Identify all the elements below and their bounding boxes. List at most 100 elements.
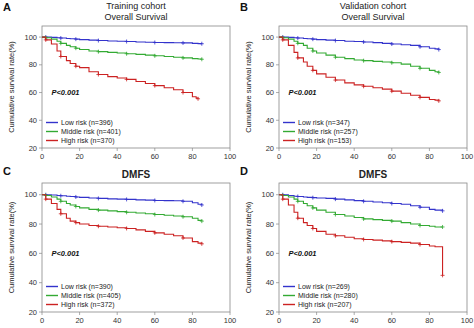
censor-mark	[362, 217, 366, 221]
p-value: P<0.001	[51, 88, 79, 97]
panel: Validation cohortOverall SurvivalB020406…	[240, 1, 473, 161]
y-tick-label: 60	[29, 88, 37, 97]
y-tick-label: 80	[266, 60, 274, 69]
censor-mark	[333, 78, 337, 82]
y-tick	[276, 64, 279, 65]
x-tick	[192, 312, 193, 315]
censor-mark	[74, 37, 78, 41]
y-axis-label: Cumulative survival rate(%)	[7, 41, 16, 133]
censor-mark	[74, 46, 78, 50]
panel: DMFSD02040608010020406080100Cumulative s…	[240, 165, 473, 325]
y-tick	[276, 148, 279, 149]
survival-curve	[42, 195, 202, 244]
y-tick	[39, 64, 42, 65]
y-tick	[276, 282, 279, 283]
panel: DMFSC02040608010020406080100Cumulative s…	[3, 165, 236, 325]
legend-swatch	[283, 140, 295, 141]
y-tick-label: 100	[261, 33, 274, 42]
censor-mark	[59, 55, 63, 59]
x-tick	[354, 312, 355, 315]
x-tick	[429, 312, 430, 315]
y-tick	[276, 194, 279, 195]
censor-mark	[311, 37, 315, 41]
y-tick	[39, 120, 42, 121]
subtitle: Overall Survival	[341, 12, 404, 22]
background	[0, 0, 474, 328]
x-tick	[230, 148, 231, 151]
x-tick	[354, 148, 355, 151]
x-tick-label: 100	[461, 316, 474, 325]
censor-mark	[390, 240, 394, 244]
x-tick	[154, 312, 155, 315]
y-tick	[276, 224, 279, 225]
x-tick-label: 80	[188, 152, 196, 161]
x-tick-label: 20	[312, 316, 320, 325]
censor-mark	[44, 38, 48, 42]
title: DMFS	[122, 169, 151, 180]
censor-mark	[153, 231, 157, 235]
y-tick-label: 100	[24, 33, 37, 42]
censor-mark	[59, 36, 63, 40]
censor-mark	[181, 56, 185, 60]
panel-label: B	[240, 1, 248, 13]
x-tick-label: 0	[277, 316, 281, 325]
censor-mark	[437, 48, 441, 52]
censor-mark	[200, 203, 204, 207]
legend-entry: Low risk (n=390)	[61, 283, 113, 291]
x-tick	[279, 148, 280, 151]
y-tick	[39, 92, 42, 93]
censor-mark	[125, 210, 129, 214]
legend-swatch	[283, 122, 295, 123]
x-tick	[42, 312, 43, 315]
censor-mark	[418, 66, 422, 70]
censor-mark	[44, 197, 48, 201]
censor-mark	[390, 219, 394, 223]
censor-mark	[333, 55, 337, 59]
legend-swatch	[46, 131, 58, 132]
censor-mark	[333, 197, 337, 201]
censor-mark	[153, 54, 157, 58]
censor-mark	[441, 209, 445, 213]
x-tick-label: 80	[425, 316, 433, 325]
plot-frame	[279, 26, 467, 148]
censor-mark	[96, 39, 100, 43]
x-tick	[79, 312, 80, 315]
censor-mark	[362, 59, 366, 63]
title: Validation cohort	[340, 1, 407, 11]
x-tick-label: 80	[425, 152, 433, 161]
censor-mark	[311, 49, 315, 53]
y-tick	[39, 253, 42, 254]
x-tick-label: 60	[388, 152, 396, 161]
x-tick-label: 80	[188, 316, 196, 325]
survival-curve	[279, 37, 439, 72]
x-tick	[467, 148, 468, 151]
legend-swatch	[46, 286, 58, 287]
title: Training cohort	[106, 1, 166, 11]
censor-mark	[125, 226, 129, 230]
x-tick	[316, 148, 317, 151]
censor-mark	[59, 212, 63, 216]
censor-mark	[311, 206, 315, 210]
x-tick-label: 60	[151, 152, 159, 161]
censor-mark	[441, 273, 445, 277]
x-tick	[192, 148, 193, 151]
y-tick	[39, 282, 42, 283]
censor-mark	[125, 197, 129, 201]
legend-entry: Low risk (n=396)	[61, 119, 113, 127]
y-tick-label: 40	[266, 116, 274, 125]
censor-mark	[418, 95, 422, 99]
censor-mark	[59, 41, 63, 45]
x-tick-label: 100	[224, 316, 237, 325]
censor-mark	[296, 41, 300, 45]
y-tick-label: 60	[266, 88, 274, 97]
panel-label: D	[240, 165, 248, 177]
legend-entry: Middle risk (n=257)	[298, 128, 358, 136]
legend-entry: High risk (n=370)	[61, 137, 115, 145]
censor-mark	[418, 243, 422, 247]
censor-mark	[200, 242, 204, 246]
censor-mark	[200, 57, 204, 61]
y-tick-label: 20	[266, 308, 274, 317]
y-tick-label: 100	[261, 190, 274, 199]
y-tick	[39, 224, 42, 225]
y-tick-label: 40	[29, 278, 37, 287]
